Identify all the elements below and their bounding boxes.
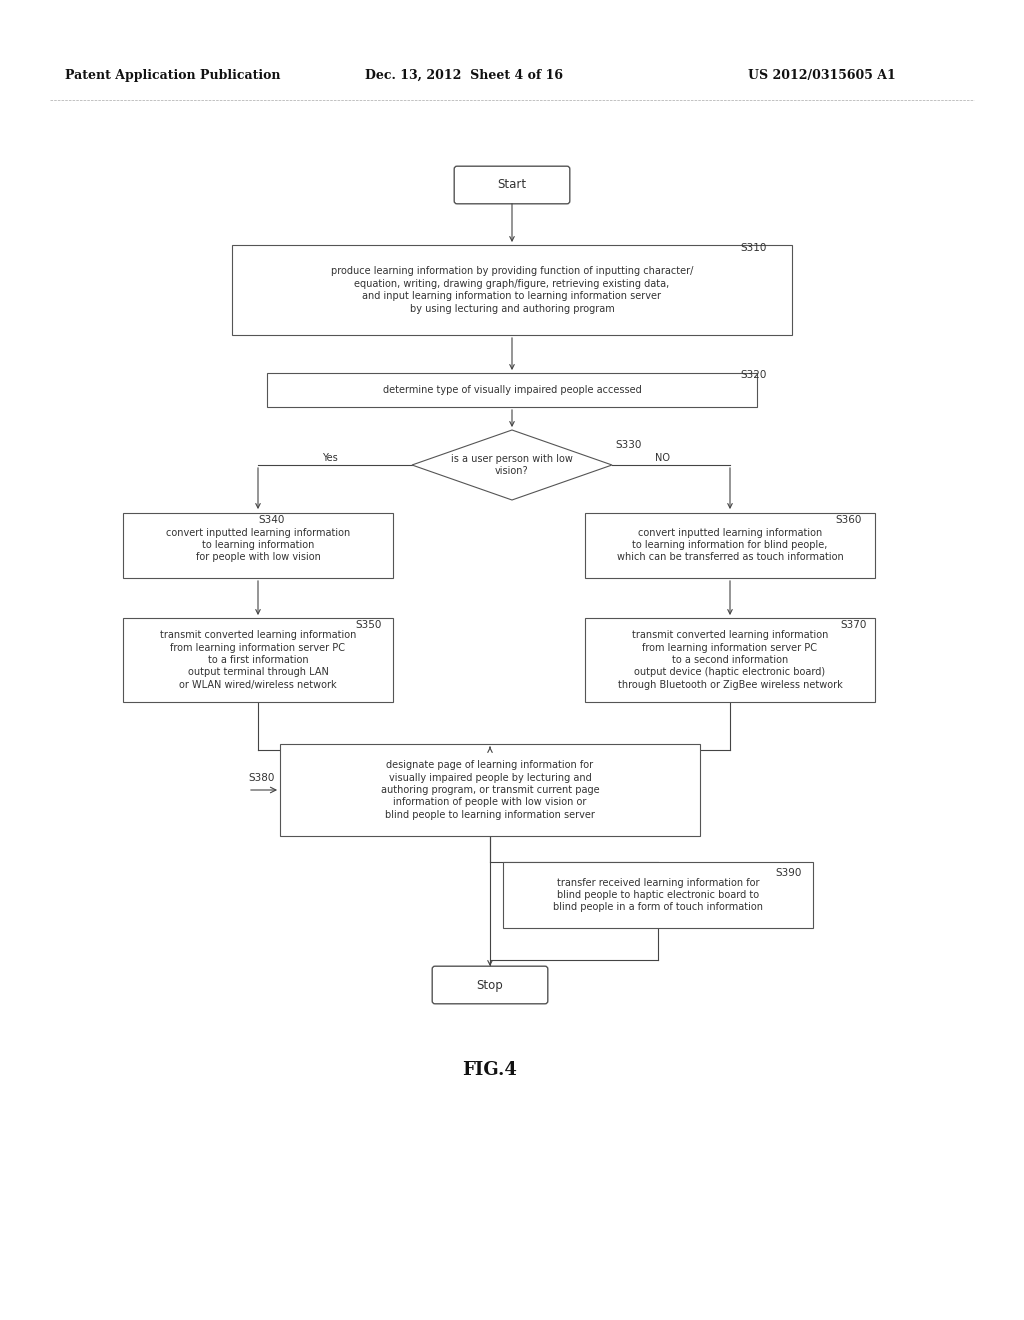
FancyBboxPatch shape — [123, 618, 393, 702]
FancyBboxPatch shape — [232, 246, 792, 335]
FancyBboxPatch shape — [585, 512, 874, 578]
FancyBboxPatch shape — [123, 512, 393, 578]
Text: S340: S340 — [258, 515, 285, 525]
Text: is a user person with low
vision?: is a user person with low vision? — [451, 454, 573, 475]
Text: FIG.4: FIG.4 — [463, 1061, 517, 1078]
Text: Dec. 13, 2012  Sheet 4 of 16: Dec. 13, 2012 Sheet 4 of 16 — [365, 69, 563, 82]
Text: S390: S390 — [775, 869, 802, 878]
Text: transmit converted learning information
from learning information server PC
to a: transmit converted learning information … — [617, 630, 843, 690]
FancyBboxPatch shape — [503, 862, 813, 928]
Text: Patent Application Publication: Patent Application Publication — [65, 69, 281, 82]
FancyBboxPatch shape — [455, 166, 569, 203]
Text: Yes: Yes — [323, 453, 338, 463]
FancyBboxPatch shape — [585, 618, 874, 702]
Text: determine type of visually impaired people accessed: determine type of visually impaired peop… — [383, 385, 641, 395]
Text: S360: S360 — [835, 515, 861, 525]
FancyBboxPatch shape — [267, 374, 757, 407]
Text: produce learning information by providing function of inputting character/
equat: produce learning information by providin… — [331, 267, 693, 314]
Text: S320: S320 — [740, 370, 766, 380]
Text: US 2012/0315605 A1: US 2012/0315605 A1 — [748, 69, 896, 82]
FancyBboxPatch shape — [432, 966, 548, 1003]
Text: S370: S370 — [840, 620, 866, 630]
Polygon shape — [412, 430, 612, 500]
Text: S310: S310 — [740, 243, 766, 253]
Text: S380: S380 — [248, 774, 274, 783]
Text: Stop: Stop — [476, 978, 504, 991]
Text: Start: Start — [498, 178, 526, 191]
Text: designate page of learning information for
visually impaired people by lecturing: designate page of learning information f… — [381, 760, 599, 820]
Text: transfer received learning information for
blind people to haptic electronic boa: transfer received learning information f… — [553, 878, 763, 912]
Text: convert inputted learning information
to learning information for blind people,
: convert inputted learning information to… — [616, 528, 844, 562]
Text: S330: S330 — [615, 440, 641, 450]
Text: NO: NO — [655, 453, 670, 463]
Text: transmit converted learning information
from learning information server PC
to a: transmit converted learning information … — [160, 630, 356, 690]
Text: convert inputted learning information
to learning information
for people with lo: convert inputted learning information to… — [166, 528, 350, 562]
FancyBboxPatch shape — [280, 744, 700, 836]
Text: S350: S350 — [355, 620, 381, 630]
